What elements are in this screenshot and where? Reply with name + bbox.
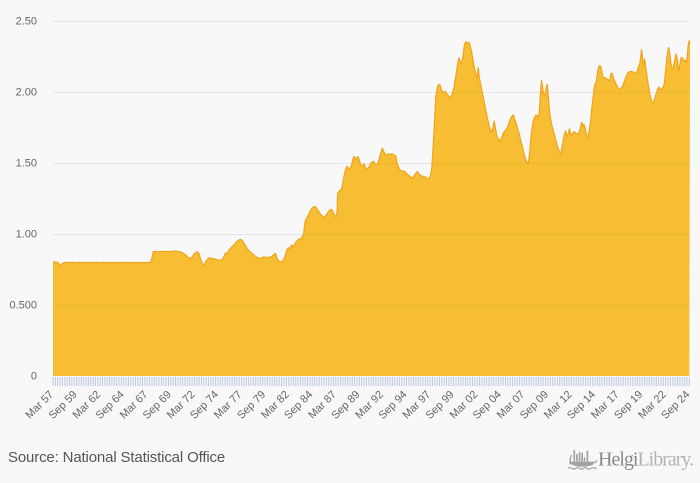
svg-text:0: 0 bbox=[31, 371, 37, 383]
svg-text:2.00: 2.00 bbox=[16, 87, 37, 99]
svg-text:1.00: 1.00 bbox=[16, 229, 37, 241]
svg-text:2.50: 2.50 bbox=[16, 16, 37, 28]
svg-text:0.500: 0.500 bbox=[9, 300, 37, 312]
svg-text:1.50: 1.50 bbox=[16, 158, 37, 170]
svg-text:HelgiLibrary.: HelgiLibrary. bbox=[598, 449, 693, 471]
